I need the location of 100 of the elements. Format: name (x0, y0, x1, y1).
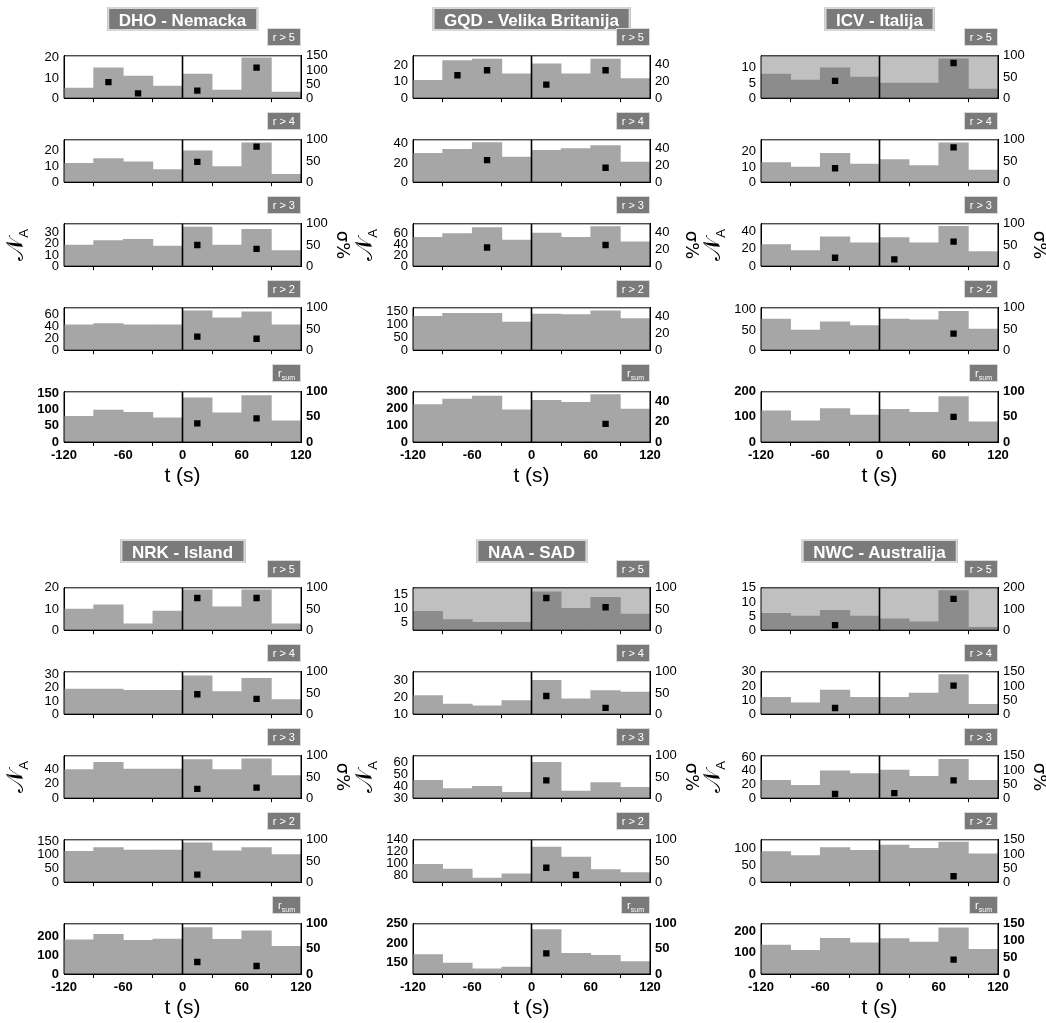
y2-tick-label: 50 (1003, 408, 1018, 424)
y2-tick-label: 0 (306, 257, 314, 273)
y-tick-label: 60 (741, 748, 756, 764)
y2-tick-label: 100 (1003, 383, 1025, 399)
y-tick-label: 40 (393, 135, 408, 151)
y2-tick-label: 100 (306, 299, 328, 315)
y2-tick-label: 100 (306, 131, 328, 147)
y-tick-label: 0 (51, 621, 59, 637)
y-tick-label: 0 (748, 433, 756, 449)
y-tick-label: 0 (400, 173, 408, 189)
y-tick-label: 10 (741, 593, 756, 609)
y2-tick-label: 100 (1003, 932, 1025, 948)
y2-tick-label: 50 (1003, 152, 1018, 168)
y2-tick-label: 40 (655, 307, 670, 323)
y-tick-label: 100 (386, 315, 408, 331)
chart-subtitle: r > 5 (266, 560, 301, 578)
y-tick-label: 50 (741, 321, 756, 337)
y-tick-label: 30 (44, 666, 59, 682)
y2-tick-label: 50 (306, 684, 321, 700)
x-tick-label: -60 (810, 979, 830, 995)
y2-tick-label: 100 (306, 579, 328, 595)
y-tick-label: 200 (37, 928, 59, 944)
x-tick-label: -120 (50, 447, 78, 463)
y2-tick-label: 100 (306, 663, 328, 679)
y-tick-label: 50 (44, 860, 59, 876)
y2-tick-label: 50 (306, 152, 321, 168)
y2-tick-label: 50 (306, 320, 321, 336)
y-tick-label: 30 (741, 663, 756, 679)
y2-tick-label: 0 (655, 789, 663, 805)
y-tick-label: 10 (44, 158, 59, 174)
chart-subtitle: r > 4 (266, 112, 301, 130)
y2-tick-label: 0 (306, 621, 314, 637)
x-axis-title: t (s) (513, 463, 550, 487)
y2-tick-label: 40 (655, 55, 670, 71)
point (454, 72, 461, 79)
point (950, 777, 957, 784)
chart-subtitle: r > 2 (963, 280, 998, 298)
x-tick-label: -60 (113, 979, 133, 995)
y2-tick-label: 100 (306, 831, 328, 847)
x-axis-title: t (s) (513, 995, 550, 1019)
y2-tick-label: 50 (306, 236, 321, 252)
y2-tick-label: 50 (306, 600, 321, 616)
x-tick-label: -60 (462, 979, 482, 995)
y2-tick-label: 0 (655, 341, 663, 357)
chart-subtitle: r > 3 (615, 196, 650, 214)
y2-tick-label: 100 (1003, 299, 1025, 315)
y-tick-label: 100 (734, 944, 756, 960)
y-tick-label: 10 (741, 158, 756, 174)
y-tick-label: 0 (748, 173, 756, 189)
y2-tick-label: 0 (1003, 705, 1011, 721)
chart-subtitle: r > 3 (963, 196, 998, 214)
y2-tick-label: 100 (655, 831, 677, 847)
y2-tick-label: 100 (306, 915, 328, 931)
y-tick-label: 0 (51, 89, 59, 105)
y-tick-label: 15 (393, 586, 408, 602)
y2-tick-label: 40 (655, 139, 670, 155)
y2-axis-title: σ% (681, 762, 703, 791)
y2-tick-label: 100 (306, 61, 328, 77)
y-tick-label: 0 (51, 173, 59, 189)
y2-tick-label: 100 (1003, 131, 1025, 147)
x-tick-label: 60 (583, 979, 598, 995)
y2-tick-label: 0 (655, 173, 663, 189)
y2-tick-label: 50 (655, 600, 670, 616)
y2-tick-label: 100 (1003, 761, 1025, 777)
y2-tick-label: 100 (306, 747, 328, 763)
y-tick-label: 0 (51, 705, 59, 721)
y-tick-label: 20 (44, 679, 59, 695)
y-tick-label: 10 (44, 69, 59, 85)
y2-tick-label: 150 (306, 47, 328, 63)
y-tick-label: 0 (51, 433, 59, 449)
x-tick-label: 0 (178, 447, 187, 463)
chart-subtitle: r > 4 (615, 112, 650, 130)
y-tick-label: 30 (393, 671, 408, 687)
y-tick-label: 50 (44, 417, 59, 433)
y2-tick-label: 50 (306, 75, 321, 91)
y-tick-label: 200 (734, 383, 756, 399)
x-tick-label: 0 (527, 447, 536, 463)
y2-tick-label: 20 (655, 413, 670, 429)
y2-tick-label: 0 (306, 89, 314, 105)
x-tick-label: 60 (234, 979, 249, 995)
x-tick-label: 60 (583, 447, 598, 463)
y2-tick-label: 40 (655, 393, 670, 409)
chart-subtitle: r$_{sum}$ (272, 896, 301, 914)
point (891, 256, 898, 263)
y2-tick-label: 0 (306, 705, 314, 721)
y-tick-label: 5 (748, 74, 756, 90)
y2-tick-label: 100 (306, 215, 328, 231)
y-tick-label: 20 (393, 688, 408, 704)
y-tick-label: 100 (734, 840, 756, 856)
y-tick-label: 5 (748, 607, 756, 623)
chart-subtitle: r > 5 (266, 28, 301, 46)
y-tick-label: 50 (741, 856, 756, 872)
y2-tick-label: 20 (655, 72, 670, 88)
x-tick-label: 120 (639, 447, 661, 463)
chart-subtitle: r > 3 (266, 728, 301, 746)
y-tick-label: 0 (51, 965, 59, 981)
chart-subtitle: r$_{sum}$ (621, 896, 650, 914)
y-tick-label: 100 (37, 846, 59, 862)
x-tick-label: -120 (399, 447, 427, 463)
y-tick-label: 0 (51, 873, 59, 889)
